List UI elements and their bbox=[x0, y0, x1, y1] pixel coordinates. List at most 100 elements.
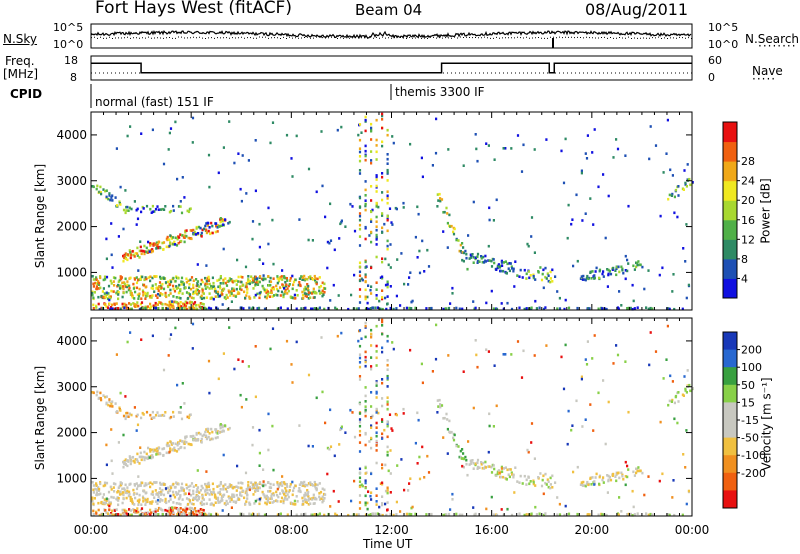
velocity-cell bbox=[125, 491, 128, 495]
velocity-cell bbox=[268, 501, 272, 504]
power-cell bbox=[136, 246, 139, 250]
velocity-cell bbox=[246, 497, 249, 500]
velocity-cell bbox=[130, 513, 133, 517]
power-cell bbox=[161, 207, 164, 211]
velocity-cell bbox=[237, 358, 240, 361]
velocity-cell bbox=[313, 480, 316, 484]
power-cell bbox=[109, 198, 112, 202]
power-cell bbox=[97, 280, 100, 283]
velocity-cell bbox=[673, 513, 676, 517]
power-cell bbox=[117, 291, 120, 294]
power-cell bbox=[142, 249, 145, 253]
velocity-cell bbox=[202, 502, 206, 506]
power-cell bbox=[685, 296, 688, 300]
power-cell bbox=[386, 239, 389, 243]
power-cell bbox=[329, 202, 332, 206]
power-cell bbox=[254, 283, 257, 286]
power-cell bbox=[673, 195, 676, 199]
power-cell bbox=[218, 294, 221, 298]
power-cell bbox=[220, 291, 223, 294]
power-cell bbox=[384, 283, 388, 287]
power-cell bbox=[254, 189, 257, 193]
power-cell bbox=[534, 278, 537, 281]
power-cell bbox=[132, 282, 135, 286]
velocity-cell bbox=[204, 430, 207, 434]
velocity-cell bbox=[105, 499, 108, 502]
power-cell bbox=[375, 184, 378, 188]
x-tick-label: 20:00 bbox=[575, 523, 610, 537]
power-cell bbox=[312, 287, 315, 291]
velocity-cell bbox=[125, 411, 128, 415]
velocity-cell bbox=[172, 501, 175, 504]
velocity-cell bbox=[245, 398, 248, 401]
velocity-cell bbox=[525, 513, 528, 516]
velocity-cell bbox=[633, 474, 636, 477]
power-cell bbox=[279, 276, 282, 279]
power-cell bbox=[222, 282, 225, 285]
velocity-cell bbox=[673, 401, 676, 405]
velocity-cell bbox=[124, 458, 127, 461]
power-cell bbox=[671, 174, 674, 177]
velocity-cell bbox=[508, 468, 511, 471]
power-cell bbox=[215, 291, 218, 294]
velocity-cell bbox=[358, 420, 362, 424]
power-cell bbox=[268, 280, 271, 283]
velocity-cell bbox=[183, 509, 186, 512]
noise-left-tick-top: 10^5 bbox=[53, 21, 84, 34]
power-cell bbox=[125, 290, 128, 294]
velocity-cell bbox=[166, 486, 170, 490]
velocity-cell bbox=[632, 505, 635, 509]
power-cell bbox=[200, 297, 203, 300]
velocity-frame bbox=[90, 317, 693, 517]
velocity-cell bbox=[112, 486, 115, 489]
velocity-cell bbox=[142, 490, 145, 493]
power-cell bbox=[528, 307, 531, 310]
velocity-cell bbox=[92, 488, 95, 492]
power-cell bbox=[165, 295, 168, 299]
power-cell bbox=[370, 161, 373, 165]
power-cell bbox=[368, 234, 371, 237]
velocity-cell bbox=[131, 456, 134, 459]
power-cell bbox=[350, 293, 353, 297]
velocity-cell bbox=[546, 478, 549, 481]
velocity-cell bbox=[234, 501, 237, 504]
power-cell bbox=[302, 296, 305, 300]
power-cell bbox=[91, 291, 94, 295]
power-cell bbox=[303, 274, 306, 278]
power-cell bbox=[140, 297, 143, 300]
power-cell bbox=[174, 236, 177, 240]
velocity-cell bbox=[255, 485, 259, 488]
velocity-cell bbox=[205, 434, 208, 438]
power-cell bbox=[364, 204, 367, 208]
power-cell bbox=[687, 283, 690, 287]
power-cell bbox=[127, 288, 130, 292]
power-cell bbox=[639, 263, 642, 267]
velocity-cell bbox=[222, 484, 225, 488]
velocity-cell bbox=[150, 511, 153, 514]
velocity-cell bbox=[334, 512, 337, 516]
velocity-cell bbox=[370, 491, 373, 494]
power-colorbar-swatch bbox=[723, 219, 737, 240]
velocity-cell bbox=[149, 481, 152, 484]
power-cell bbox=[545, 138, 548, 141]
power-cell bbox=[151, 204, 154, 208]
velocity-cell bbox=[98, 493, 101, 496]
power-cell bbox=[179, 288, 182, 291]
power-cell bbox=[364, 194, 367, 197]
velocity-cell bbox=[547, 480, 550, 483]
power-cell bbox=[139, 277, 142, 281]
velocity-cell bbox=[386, 359, 389, 362]
velocity-cell bbox=[136, 423, 140, 427]
velocity-cell bbox=[353, 479, 356, 483]
velocity-cell bbox=[256, 487, 259, 490]
velocity-cell bbox=[158, 487, 162, 490]
power-cell bbox=[142, 207, 145, 210]
noise-sky-trace bbox=[90, 30, 692, 39]
velocity-cell bbox=[332, 489, 335, 493]
power-cell bbox=[358, 123, 362, 126]
velocity-cell bbox=[129, 495, 132, 499]
velocity-cell bbox=[427, 471, 431, 474]
power-cell bbox=[464, 249, 467, 253]
velocity-cell bbox=[107, 403, 110, 407]
power-cell bbox=[134, 305, 137, 308]
